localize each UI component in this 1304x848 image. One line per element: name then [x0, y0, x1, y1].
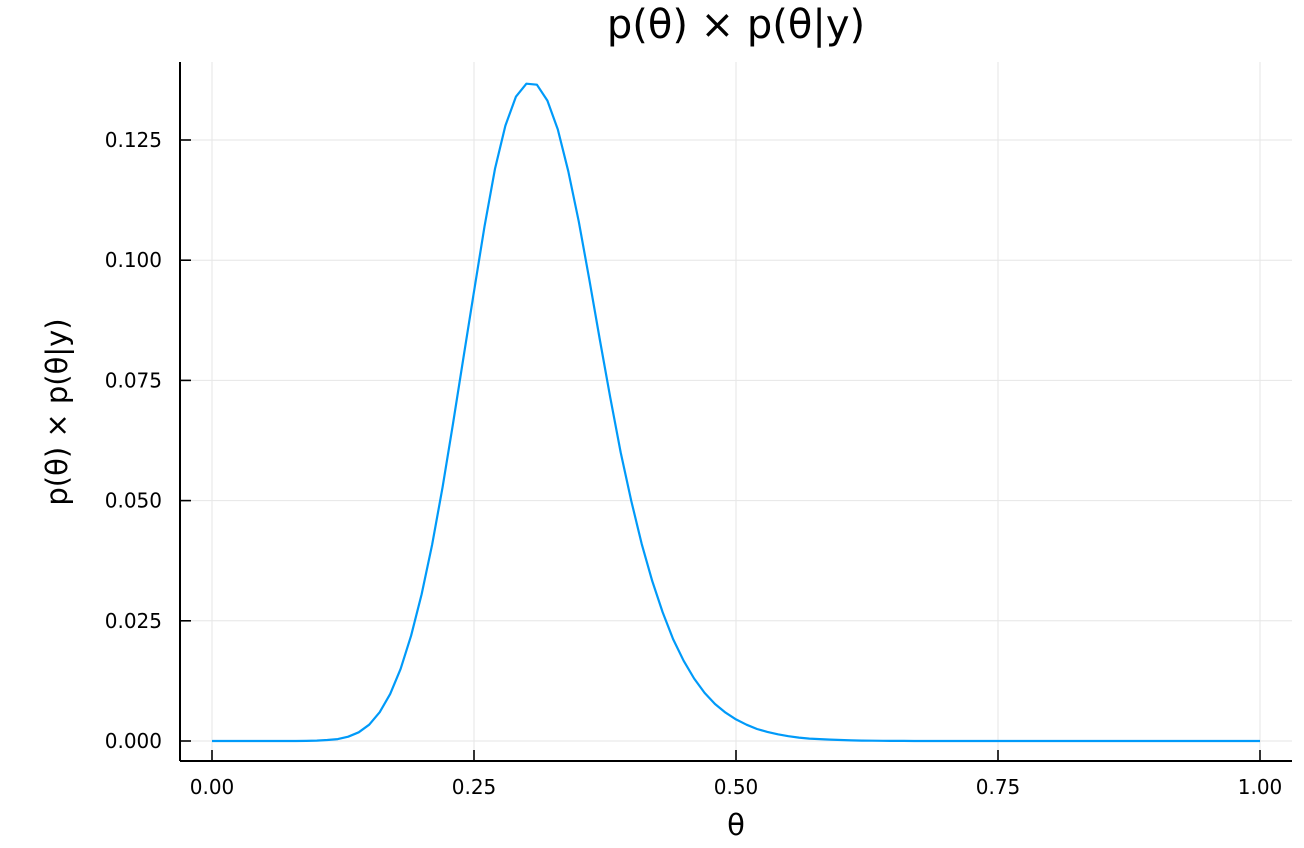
y-axis-label: p(θ) × p(θ|y): [40, 318, 74, 506]
y-tick-label: 0.100: [105, 248, 162, 272]
y-axis-ticks: 0.000 0.025 0.050 0.075 0.100 0.125: [105, 128, 191, 753]
grid-lines: [180, 62, 1292, 761]
chart-title: p(θ) × p(θ|y): [606, 2, 866, 48]
y-tick-label: 0.075: [105, 368, 162, 392]
y-tick-label: 0.050: [105, 489, 162, 513]
y-tick-label: 0.125: [105, 128, 162, 152]
x-tick-label: 1.00: [1238, 775, 1283, 799]
x-tick-label: 0.25: [452, 775, 497, 799]
y-tick-label: 0.000: [105, 729, 162, 753]
x-axis-label: θ: [727, 808, 745, 842]
x-tick-label: 0.50: [714, 775, 759, 799]
x-tick-label: 0.75: [976, 775, 1021, 799]
x-tick-label: 0.00: [190, 775, 235, 799]
y-tick-label: 0.025: [105, 609, 162, 633]
x-axis-ticks: 0.00 0.25 0.50 0.75 1.00: [190, 750, 1283, 799]
data-series-line: [212, 82, 1260, 743]
